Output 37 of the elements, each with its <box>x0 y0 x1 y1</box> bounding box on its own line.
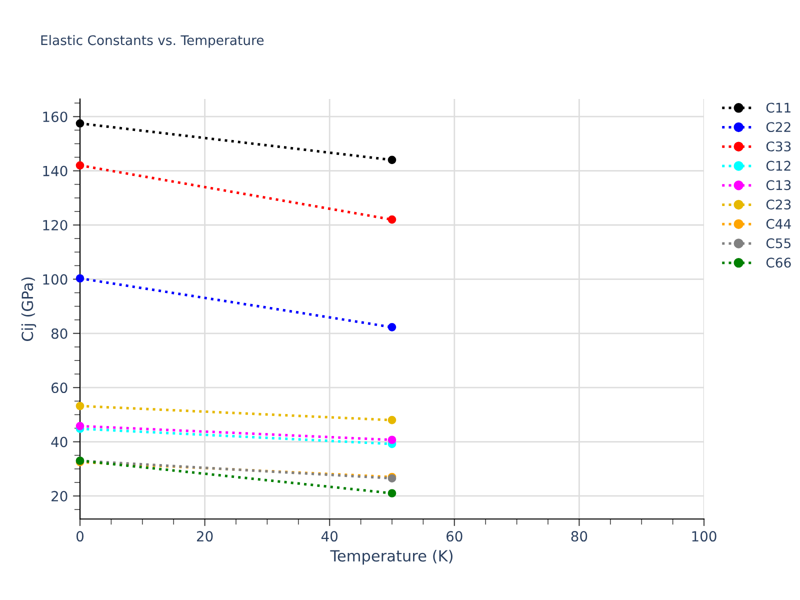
legend-label: C44 <box>766 218 791 229</box>
legend-label: C33 <box>766 141 791 152</box>
point <box>388 436 396 444</box>
y-tick-label: 40 <box>51 436 68 448</box>
point <box>388 416 396 424</box>
legend-label: C12 <box>766 160 790 171</box>
point <box>388 215 396 224</box>
legend-label: C66 <box>766 258 791 268</box>
y-axis-title: Cij (GPa) <box>21 277 36 341</box>
x-tick-label: 60 <box>446 531 462 542</box>
legend-label: C22 <box>766 122 790 132</box>
legend-label: C11 <box>766 102 790 113</box>
y-tick-label: 140 <box>43 166 68 176</box>
point <box>76 422 84 430</box>
legend-label: C13 <box>766 180 791 190</box>
legend-label: C55 <box>766 238 791 248</box>
chart-title: Elastic Constants vs. Temperature <box>41 34 264 48</box>
y-tick-label: 20 <box>52 490 68 502</box>
y-tick-label: 100 <box>43 274 68 285</box>
x-axis-title: Temperature (K) <box>330 550 452 565</box>
x-tick-label: 0 <box>76 531 84 542</box>
point <box>76 161 84 170</box>
y-tick-label: 160 <box>43 112 68 122</box>
x-tick-label: 80 <box>571 531 588 542</box>
x-tick-label: 40 <box>321 531 338 542</box>
x-tick-label: 20 <box>196 531 213 542</box>
x-tick-label: 100 <box>692 531 716 542</box>
legend-label: C23 <box>766 200 791 210</box>
y-tick-label: 120 <box>43 220 68 230</box>
point <box>388 322 396 332</box>
point <box>76 274 84 283</box>
point <box>388 489 396 498</box>
y-tick-label: 80 <box>51 328 68 339</box>
y-tick-label: 60 <box>51 382 68 394</box>
point <box>76 119 84 128</box>
point <box>388 156 396 164</box>
point <box>76 402 84 410</box>
